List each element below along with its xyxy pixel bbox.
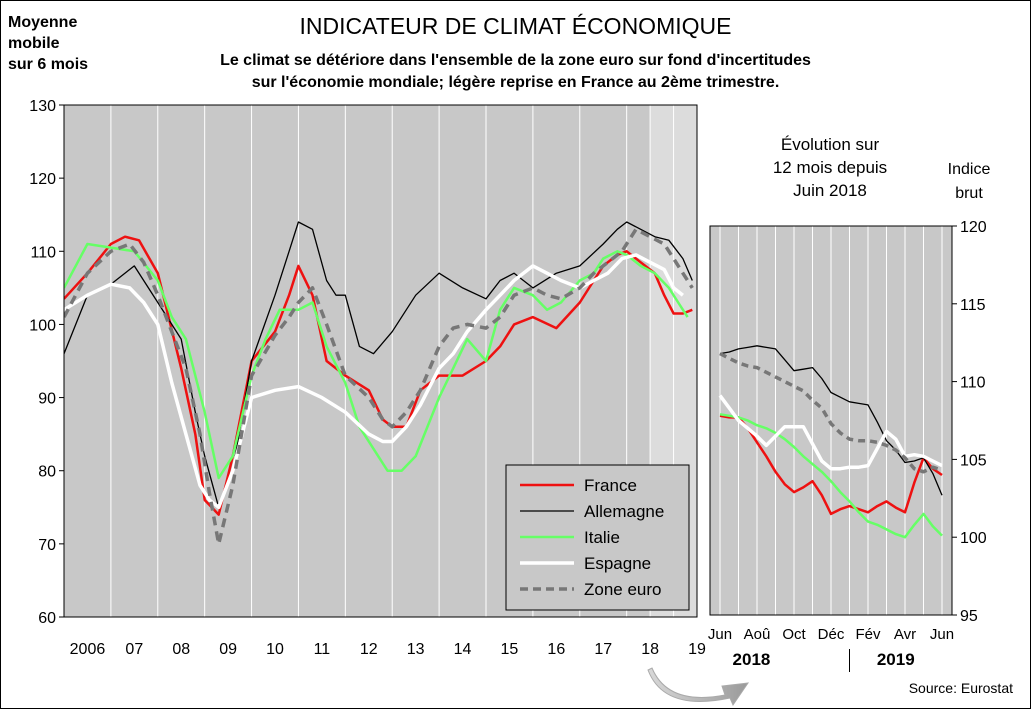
- inset-x-tick-label: Oct: [782, 626, 806, 643]
- x-tick-label: 14: [454, 641, 472, 658]
- inset-y-tick-label: 95: [960, 608, 978, 625]
- x-tick-label: 09: [219, 641, 237, 658]
- left-axis-label-line: mobile: [8, 35, 60, 52]
- legend: France Allemagne Italie Espagne Zone euro: [505, 464, 690, 611]
- inset-year-label: 2019: [877, 650, 915, 669]
- inset-title-line: Évolution sur: [780, 135, 880, 154]
- x-tick-label: 12: [360, 641, 378, 658]
- y-tick-label: 120: [29, 171, 56, 188]
- chart-subtitle-line-1: Le climat se détériore dans l'ensemble d…: [220, 52, 811, 69]
- inset-series-line-allemagne: [719, 345, 943, 496]
- x-tick-label: 18: [641, 641, 659, 658]
- inset-series-line-zone-euro: [719, 352, 943, 474]
- right-axis-label: Indice brut: [944, 158, 994, 206]
- inset-y-tick-label: 120: [960, 219, 987, 236]
- y-tick-label: 70: [38, 537, 56, 554]
- legend-label: France: [584, 476, 637, 495]
- series-line-zone-euro: [64, 227, 694, 546]
- inset-x-tick-label: Déc: [818, 626, 845, 643]
- inset-x-tick-label: Jun: [930, 626, 954, 643]
- inset-x-tick-label: Aoû: [744, 626, 771, 643]
- y-tick-label: 100: [29, 317, 56, 334]
- chart-subtitle-line-2: sur l'économie mondiale; légère reprise …: [251, 74, 780, 91]
- inset-y-tick-label: 100: [960, 530, 987, 547]
- x-tick-label: 11: [314, 641, 331, 658]
- right-axis-label-line: brut: [955, 185, 983, 202]
- x-tick-label: 17: [594, 641, 612, 658]
- series-line-italie: [64, 242, 689, 480]
- inset-plot-border: [709, 225, 953, 616]
- legend-label: Espagne: [584, 554, 651, 573]
- x-tick-label: 10: [266, 641, 284, 658]
- inset-x-tick-label: Avr: [894, 626, 916, 643]
- x-tick-label: 16: [547, 641, 565, 658]
- x-tick-label: 19: [688, 641, 706, 658]
- y-tick-label: 80: [38, 464, 56, 481]
- legend-label: Allemagne: [584, 502, 664, 521]
- inset-title: Évolution sur 12 mois depuis Juin 2018: [740, 133, 920, 202]
- legend-label: Zone euro: [584, 580, 662, 599]
- y-tick-label: 90: [38, 391, 56, 408]
- inset-y-tick-label: 110: [960, 375, 986, 392]
- left-axis-label: Moyenne mobile sur 6 mois: [8, 12, 88, 75]
- left-axis-label-line: sur 6 mois: [8, 56, 89, 73]
- plot-border: [63, 104, 698, 618]
- x-tick-label: 13: [407, 641, 425, 658]
- inset-x-tick-label: Fév: [855, 626, 881, 643]
- inset-y-tick-label: 105: [960, 452, 987, 469]
- left-axis-label-line: Moyenne: [8, 14, 78, 31]
- inset-year-label: 2018: [733, 650, 771, 669]
- inset-x-tick-label: Jun: [708, 626, 732, 643]
- series-line-espagne: [64, 253, 684, 510]
- inset-title-line: 12 mois depuis: [772, 158, 888, 177]
- legend-label: Italie: [584, 528, 620, 547]
- inset-series-line-france: [719, 414, 943, 516]
- y-tick-label: 60: [38, 610, 56, 627]
- inset-y-tick-label: 115: [960, 297, 986, 314]
- y-tick-label: 130: [29, 98, 56, 115]
- inset-series-line-italie: [719, 413, 943, 539]
- x-tick-label: 15: [501, 641, 519, 658]
- x-tick-label: 2006: [70, 641, 106, 658]
- right-axis-label-line: Indice: [947, 161, 991, 178]
- source-note: Source: Eurostat: [908, 680, 1013, 696]
- y-tick-label: 110: [30, 244, 56, 261]
- inset-title-line: Juin 2018: [793, 181, 867, 200]
- chart-title: INDICATEUR DE CLIMAT ÉCONOMIQUE: [299, 13, 732, 39]
- x-tick-label: 07: [125, 641, 143, 658]
- x-tick-label: 08: [172, 641, 190, 658]
- transition-arrow: [647, 667, 750, 707]
